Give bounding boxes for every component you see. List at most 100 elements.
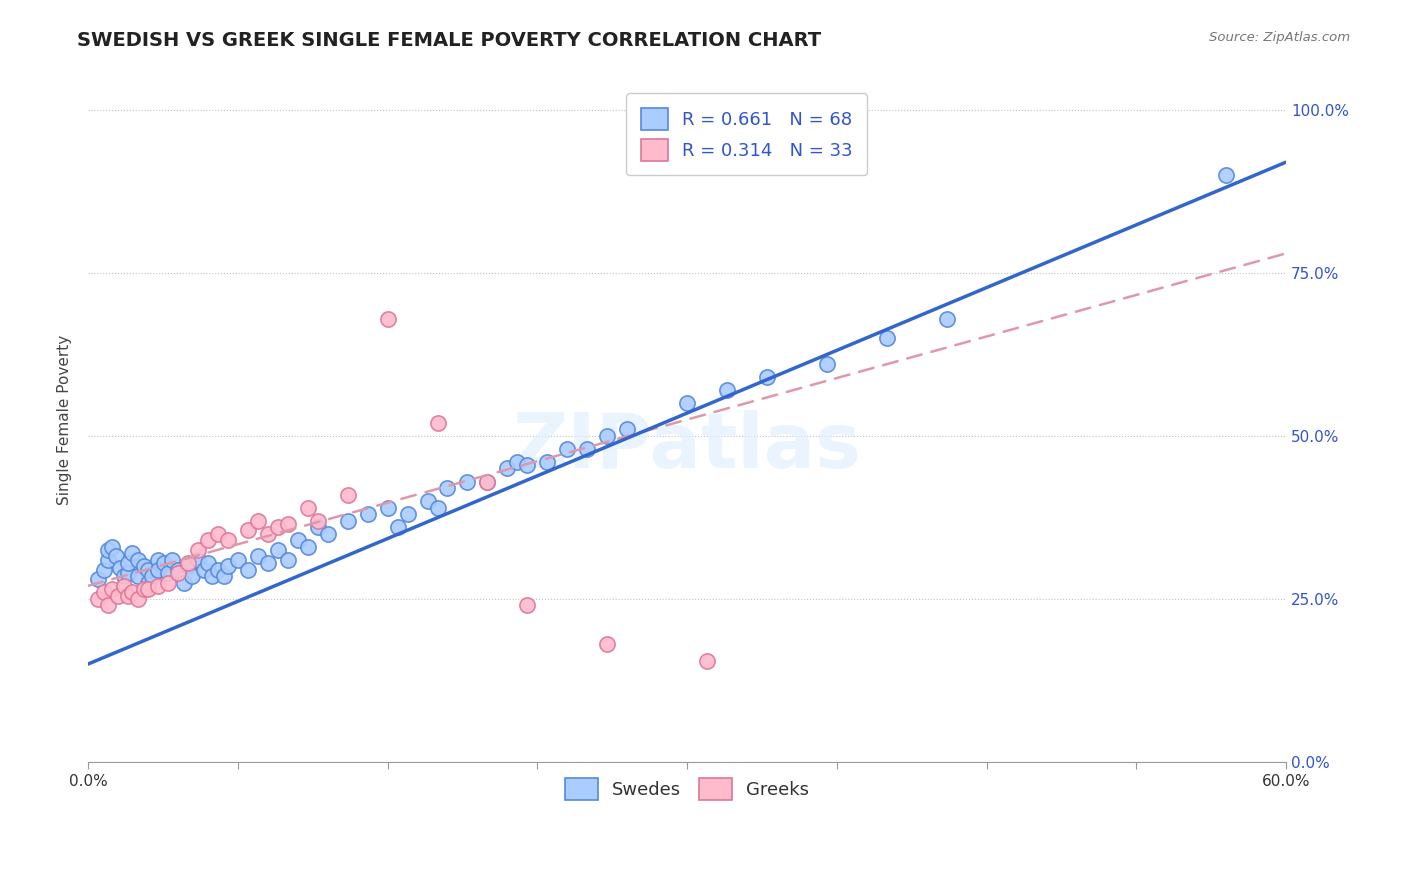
Point (416, 494, 439, 508)
Legend: Swedes, Greeks: Swedes, Greeks (551, 764, 824, 814)
Point (755, 370, 778, 384)
Point (141, 569, 163, 583)
Point (256, 526, 278, 541)
Point (153, 556, 176, 570)
Point (132, 582, 155, 596)
Point (506, 455, 529, 469)
Point (87, 591, 110, 606)
Point (193, 562, 215, 576)
Point (127, 569, 149, 583)
Point (127, 591, 149, 606)
Point (267, 520, 290, 534)
Text: ZIPatlas: ZIPatlas (513, 410, 862, 484)
Point (356, 507, 378, 521)
Point (146, 553, 169, 567)
Point (307, 514, 329, 528)
Point (426, 500, 449, 515)
Point (236, 562, 259, 576)
Point (101, 582, 124, 596)
Point (676, 396, 699, 410)
Point (217, 559, 239, 574)
Point (97, 543, 120, 558)
Point (187, 553, 209, 567)
Point (596, 637, 619, 651)
Point (177, 556, 200, 570)
Point (127, 553, 149, 567)
Point (181, 569, 204, 583)
Point (136, 562, 159, 576)
Point (277, 516, 299, 531)
Point (107, 589, 129, 603)
Point (93, 562, 115, 576)
Point (146, 562, 169, 576)
Point (177, 559, 200, 574)
Point (387, 520, 409, 534)
Point (555, 442, 578, 456)
Point (456, 475, 478, 489)
Point (576, 442, 599, 456)
Point (108, 560, 131, 574)
Point (236, 524, 259, 538)
Point (132, 559, 155, 574)
Point (377, 500, 399, 515)
Point (1215, 168, 1237, 182)
Point (156, 566, 179, 580)
Point (935, 311, 957, 326)
Point (117, 556, 139, 570)
Point (136, 582, 159, 596)
Point (117, 566, 139, 580)
Point (93, 585, 115, 599)
Point (516, 458, 538, 473)
Point (197, 556, 219, 570)
Y-axis label: Single Female Poverty: Single Female Poverty (58, 334, 72, 505)
Text: Source: ZipAtlas.com: Source: ZipAtlas.com (1209, 31, 1350, 45)
Point (696, 654, 718, 668)
Point (101, 540, 124, 554)
Point (207, 562, 229, 576)
Point (596, 429, 619, 443)
Text: SWEDISH VS GREEK SINGLE FEMALE POVERTY CORRELATION CHART: SWEDISH VS GREEK SINGLE FEMALE POVERTY C… (77, 31, 821, 50)
Point (616, 422, 638, 436)
Point (197, 533, 219, 548)
Point (212, 569, 235, 583)
Point (477, 475, 499, 489)
Point (167, 562, 190, 576)
Point (267, 543, 290, 558)
Point (246, 514, 269, 528)
Point (396, 507, 419, 521)
Point (201, 569, 224, 583)
Point (156, 575, 179, 590)
Point (297, 540, 319, 554)
Point (426, 416, 449, 430)
Point (187, 543, 209, 558)
Point (207, 526, 229, 541)
Point (815, 357, 838, 371)
Point (716, 384, 738, 398)
Point (436, 481, 458, 495)
Point (336, 514, 359, 528)
Point (876, 331, 898, 345)
Point (256, 556, 278, 570)
Point (496, 461, 519, 475)
Point (167, 566, 190, 580)
Point (146, 579, 169, 593)
Point (217, 533, 239, 548)
Point (87, 572, 110, 586)
Point (105, 549, 128, 564)
Point (112, 579, 135, 593)
Point (297, 500, 319, 515)
Point (477, 475, 499, 489)
Point (97, 553, 120, 567)
Point (121, 585, 143, 599)
Point (121, 546, 143, 560)
Point (516, 599, 538, 613)
Point (97, 599, 120, 613)
Point (287, 533, 309, 548)
Point (112, 569, 135, 583)
Point (377, 311, 399, 326)
Point (136, 575, 159, 590)
Point (316, 526, 339, 541)
Point (160, 553, 183, 567)
Point (117, 589, 139, 603)
Point (336, 487, 359, 501)
